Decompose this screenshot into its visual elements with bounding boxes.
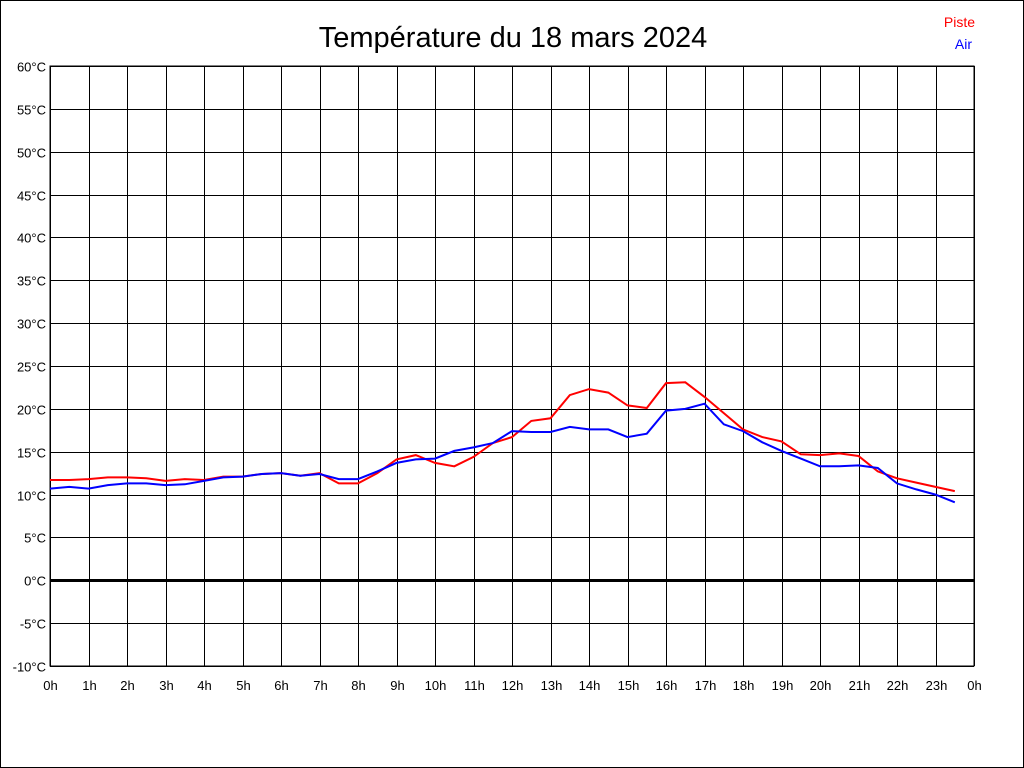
x-tick-label: 16h (656, 678, 678, 693)
y-tick-label: -10°C (13, 660, 46, 675)
y-tick-label: 35°C (17, 274, 46, 289)
x-tick-label: 11h (464, 678, 485, 693)
y-tick-label: 45°C (17, 189, 46, 204)
x-tick-label: 15h (618, 678, 640, 693)
x-tick-label: 14h (579, 678, 601, 693)
x-tick-label: 0h (967, 678, 981, 693)
x-tick-label: 5h (236, 678, 250, 693)
y-tick-label: 10°C (17, 489, 46, 504)
x-tick-label: 6h (274, 678, 288, 693)
y-tick-label: 0°C (24, 574, 46, 589)
y-tick-label: 40°C (17, 231, 46, 246)
chart-title: Température du 18 mars 2024 (319, 22, 708, 54)
x-tick-label: 12h (502, 678, 524, 693)
y-tick-label: 55°C (17, 103, 46, 118)
y-tick-label: -5°C (20, 617, 46, 632)
x-tick-label: 10h (425, 678, 447, 693)
x-tick-label: 2h (120, 678, 134, 693)
x-tick-label: 18h (733, 678, 755, 693)
x-tick-label: 7h (313, 678, 327, 693)
x-tick-label: 3h (159, 678, 173, 693)
x-tick-label: 1h (82, 678, 96, 693)
x-tick-label: 4h (197, 678, 211, 693)
y-tick-label: 50°C (17, 146, 46, 161)
y-tick-label: 5°C (24, 531, 46, 546)
y-tick-label: 60°C (17, 60, 46, 75)
x-tick-label: 0h (43, 678, 57, 693)
legend-piste: Piste (944, 14, 975, 30)
x-tick-label: 9h (390, 678, 404, 693)
y-tick-label: 30°C (17, 317, 46, 332)
x-tick-label: 21h (849, 678, 871, 693)
series-line-piste (50, 381, 956, 493)
x-tick-label: 13h (541, 678, 563, 693)
y-tick-label: 25°C (17, 360, 46, 375)
legend-air: Air (955, 36, 972, 52)
x-tick-label: 19h (772, 678, 794, 693)
x-tick-label: 17h (695, 678, 717, 693)
y-tick-label: 20°C (17, 403, 46, 418)
x-tick-label: 22h (887, 678, 909, 693)
x-tick-label: 23h (926, 678, 948, 693)
y-tick-label: 15°C (17, 446, 46, 461)
x-tick-label: 20h (810, 678, 832, 693)
series-line-air (49, 402, 956, 504)
x-tick-label: 8h (351, 678, 365, 693)
